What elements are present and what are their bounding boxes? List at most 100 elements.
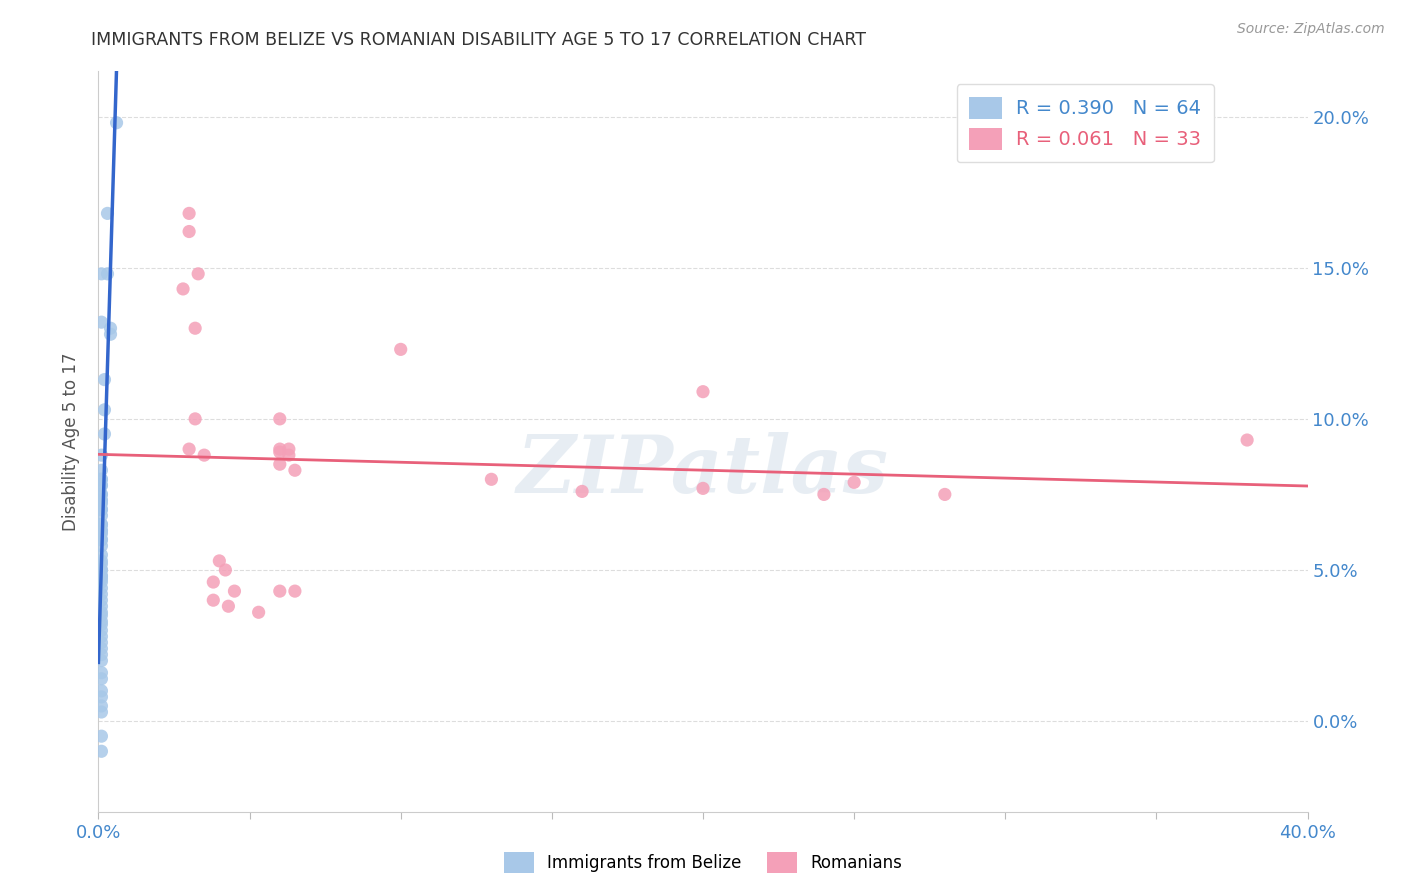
Text: ZIPatlas: ZIPatlas: [517, 433, 889, 510]
Point: [90, 472, 112, 486]
Legend: Immigrants from Belize, Romanians: Immigrants from Belize, Romanians: [498, 846, 908, 880]
Point: [813, 487, 835, 501]
Point: [172, 282, 194, 296]
Point: [214, 563, 236, 577]
Point: [934, 487, 956, 501]
Point: [90, 548, 112, 562]
Point: [193, 448, 215, 462]
Point: [90, 729, 112, 743]
Text: IMMIGRANTS FROM BELIZE VS ROMANIAN DISABILITY AGE 5 TO 17 CORRELATION CHART: IMMIGRANTS FROM BELIZE VS ROMANIAN DISAB…: [91, 31, 866, 49]
Point: [90, 526, 112, 541]
Point: [90, 569, 112, 583]
Point: [90, 624, 112, 638]
Point: [284, 463, 307, 477]
Point: [90, 539, 112, 553]
Point: [90, 615, 112, 629]
Point: [184, 412, 207, 426]
Point: [90, 554, 112, 568]
Point: [179, 206, 201, 220]
Point: [105, 116, 128, 130]
Point: [90, 493, 112, 508]
Point: [90, 478, 112, 492]
Point: [692, 482, 714, 496]
Point: [90, 690, 112, 704]
Point: [90, 608, 112, 623]
Point: [481, 472, 503, 486]
Point: [96, 206, 118, 220]
Point: [90, 569, 112, 583]
Point: [269, 445, 291, 459]
Point: [90, 517, 112, 532]
Point: [284, 584, 307, 599]
Point: [90, 705, 112, 719]
Point: [90, 593, 112, 607]
Point: [202, 575, 225, 590]
Point: [90, 617, 112, 632]
Point: [90, 641, 112, 656]
Point: [90, 478, 112, 492]
Point: [90, 605, 112, 619]
Point: [90, 448, 112, 462]
Point: [90, 524, 112, 538]
Point: [90, 672, 112, 686]
Point: [90, 635, 112, 649]
Point: [202, 593, 225, 607]
Point: [269, 412, 291, 426]
Point: [90, 587, 112, 601]
Point: [217, 599, 239, 614]
Point: [179, 442, 201, 456]
Point: [277, 442, 299, 456]
Point: [90, 315, 112, 329]
Point: [90, 493, 112, 508]
Point: [90, 665, 112, 680]
Point: [90, 563, 112, 577]
Point: [179, 225, 201, 239]
Point: [90, 563, 112, 577]
Point: [90, 533, 112, 547]
Point: [90, 744, 112, 758]
Point: [184, 321, 207, 335]
Point: [90, 508, 112, 523]
Point: [90, 572, 112, 586]
Point: [90, 698, 112, 713]
Point: [90, 648, 112, 662]
Point: [269, 457, 291, 471]
Point: [90, 463, 112, 477]
Point: [93, 427, 115, 442]
Point: [277, 448, 299, 462]
Point: [224, 584, 246, 599]
Point: [90, 487, 112, 501]
Point: [208, 554, 231, 568]
Point: [90, 683, 112, 698]
Point: [389, 343, 412, 357]
Point: [269, 442, 291, 456]
Point: [96, 267, 118, 281]
Point: [90, 496, 112, 510]
Point: [100, 327, 122, 342]
Point: [692, 384, 714, 399]
Point: [187, 267, 209, 281]
Point: [90, 524, 112, 538]
Point: [90, 517, 112, 532]
Point: [247, 605, 270, 619]
Point: [90, 267, 112, 281]
Point: [93, 402, 115, 417]
Point: [90, 487, 112, 501]
Point: [90, 472, 112, 486]
Point: [90, 654, 112, 668]
Point: [90, 599, 112, 614]
Point: [90, 575, 112, 590]
Point: [100, 321, 122, 335]
Point: [90, 517, 112, 532]
Point: [90, 581, 112, 595]
Point: [1236, 433, 1258, 447]
Point: [844, 475, 866, 490]
Point: [571, 484, 593, 499]
Point: [90, 557, 112, 571]
Point: [269, 584, 291, 599]
Point: [90, 630, 112, 644]
Point: [93, 373, 115, 387]
Text: Source: ZipAtlas.com: Source: ZipAtlas.com: [1237, 22, 1385, 37]
Point: [90, 502, 112, 516]
Legend: R = 0.390   N = 64, R = 0.061   N = 33: R = 0.390 N = 64, R = 0.061 N = 33: [956, 84, 1213, 162]
